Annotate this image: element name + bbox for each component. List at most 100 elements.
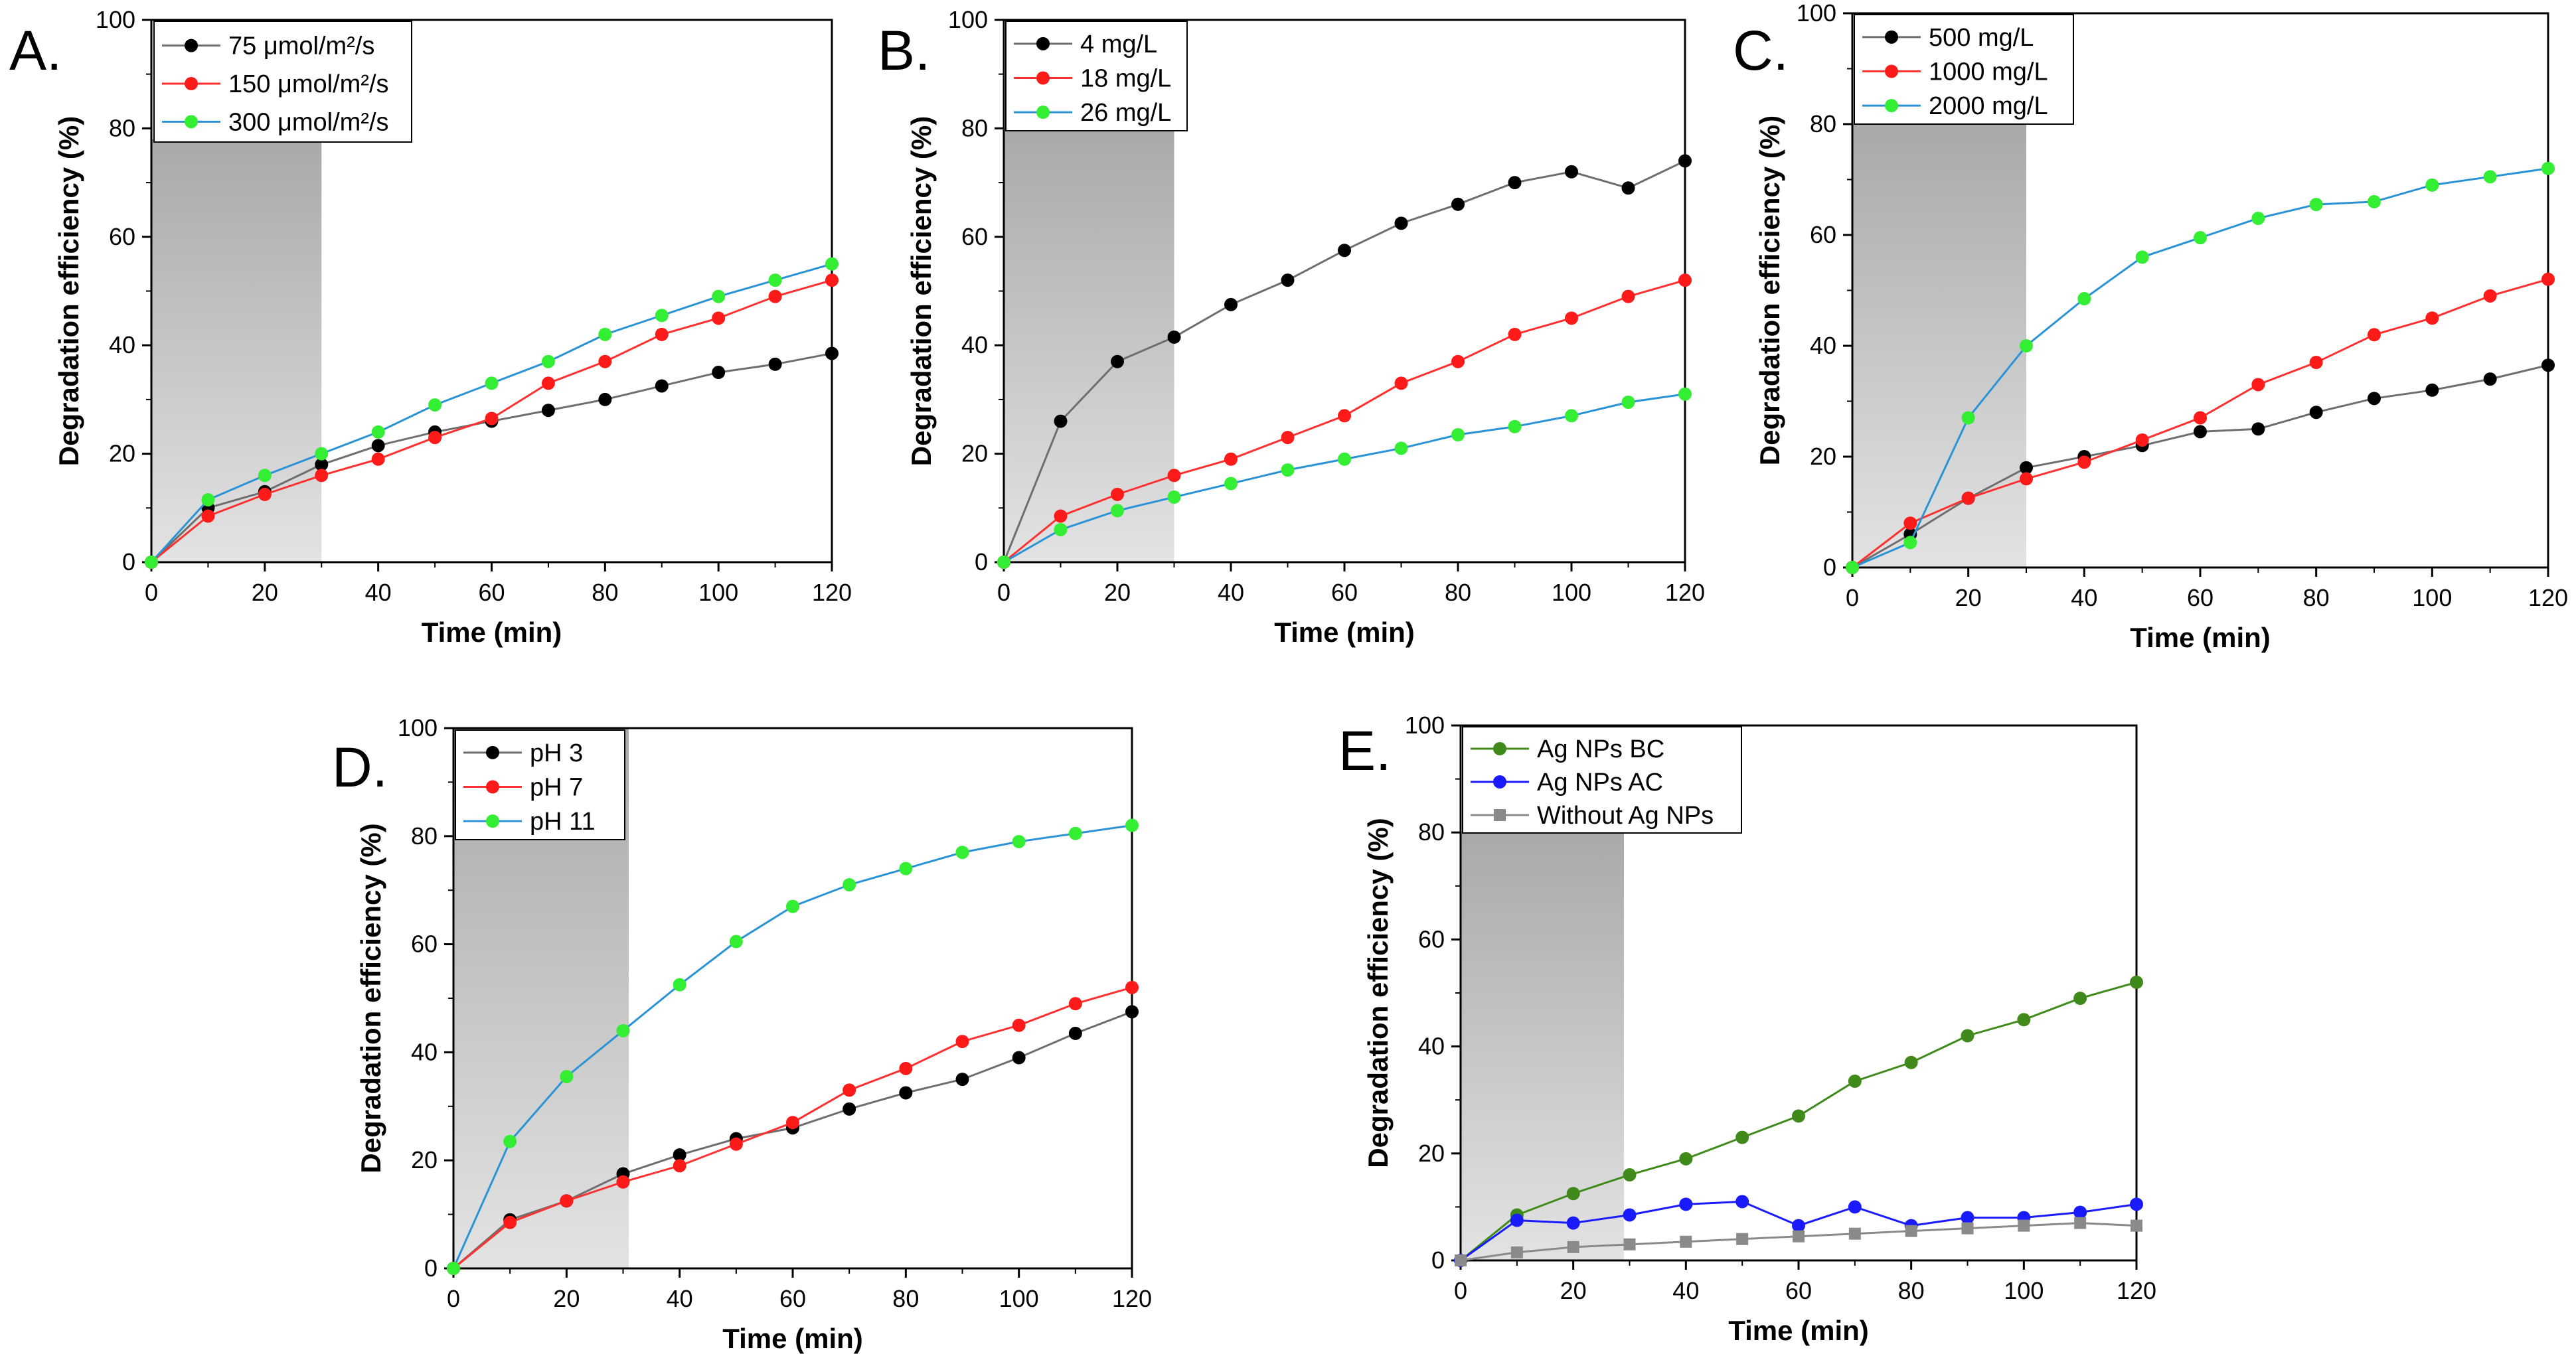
data-point bbox=[2130, 1197, 2143, 1211]
data-point bbox=[1451, 197, 1465, 211]
x-tick-label: 100 bbox=[2412, 584, 2452, 611]
data-point bbox=[2368, 328, 2381, 342]
data-point bbox=[2483, 170, 2497, 184]
data-point bbox=[2020, 339, 2033, 352]
x-tick-label: 120 bbox=[812, 579, 852, 606]
y-axis-title: Degradation efficiency (%) bbox=[355, 823, 386, 1173]
y-tick-label: 60 bbox=[411, 931, 438, 958]
data-point bbox=[1054, 509, 1068, 523]
y-tick-label: 40 bbox=[961, 331, 988, 358]
x-tick-label: 40 bbox=[2071, 584, 2097, 611]
data-point bbox=[843, 1102, 856, 1116]
data-point bbox=[1167, 490, 1181, 504]
y-tick-label: 100 bbox=[96, 6, 135, 33]
y-tick-label: 80 bbox=[961, 114, 988, 141]
data-point bbox=[1961, 491, 1975, 505]
data-point bbox=[1394, 216, 1408, 230]
series-1 bbox=[997, 154, 1692, 569]
legend-label: 300 μmol/m²/s bbox=[228, 108, 389, 136]
legend: 4 mg/L 18 mg/L 26 mg/L bbox=[1005, 21, 1188, 131]
data-point bbox=[1012, 834, 1026, 848]
data-point bbox=[843, 878, 856, 892]
y-tick-label: 0 bbox=[122, 548, 135, 575]
legend-marker bbox=[1493, 775, 1506, 789]
data-point bbox=[2194, 425, 2207, 439]
data-point bbox=[1281, 431, 1295, 445]
data-point bbox=[598, 327, 612, 341]
data-point bbox=[1111, 354, 1124, 368]
data-point bbox=[1224, 452, 1238, 466]
data-point bbox=[541, 404, 555, 417]
legend: Ag NPs BC Ag NPs AC Without Ag NPs bbox=[1462, 726, 1742, 834]
y-tick-label: 100 bbox=[1797, 0, 1836, 27]
data-point bbox=[2194, 411, 2207, 425]
data-point bbox=[560, 1070, 574, 1084]
data-point bbox=[2017, 1013, 2031, 1027]
data-point bbox=[541, 354, 555, 368]
y-tick-label: 100 bbox=[948, 6, 988, 33]
x-tick-label: 0 bbox=[1846, 584, 1859, 611]
legend-label: Ag NPs AC bbox=[1537, 769, 1663, 796]
panel-d: 0 20 40 60 80 100 120 0 20 40 60 80 100 Time (min) Deg… bbox=[332, 714, 1152, 1354]
data-point bbox=[1961, 1222, 1974, 1235]
x-tick-label: 0 bbox=[145, 579, 158, 606]
data-point bbox=[673, 1159, 686, 1173]
data-point bbox=[2541, 161, 2555, 175]
x-tick-label: 0 bbox=[1454, 1277, 1467, 1304]
x-tick-label: 120 bbox=[1665, 579, 1705, 606]
data-point bbox=[371, 439, 385, 453]
data-point bbox=[598, 354, 612, 368]
x-tick-label: 20 bbox=[252, 579, 278, 606]
legend-label: 26 mg/L bbox=[1080, 99, 1171, 127]
y-tick-label: 0 bbox=[424, 1254, 438, 1282]
y-axis-title: Degradation efficiency (%) bbox=[1754, 115, 1785, 465]
data-point bbox=[1125, 980, 1139, 994]
data-point bbox=[1338, 244, 1351, 258]
data-point bbox=[786, 899, 799, 913]
data-point bbox=[1508, 419, 1522, 433]
y-tick-label: 20 bbox=[961, 440, 988, 467]
data-point bbox=[1451, 354, 1465, 368]
data-point bbox=[258, 469, 272, 483]
legend-marker bbox=[1493, 742, 1506, 755]
data-point bbox=[1338, 409, 1351, 423]
y-tick-label: 40 bbox=[411, 1038, 438, 1065]
data-point bbox=[371, 425, 385, 439]
x-tick-label: 40 bbox=[1218, 579, 1244, 606]
data-point bbox=[560, 1194, 574, 1208]
data-point bbox=[673, 978, 686, 992]
data-point bbox=[1905, 1225, 1917, 1237]
data-point bbox=[768, 289, 782, 303]
data-point bbox=[485, 412, 499, 425]
data-point bbox=[1848, 1227, 1861, 1240]
y-tick-label: 20 bbox=[411, 1146, 438, 1173]
series-2 bbox=[997, 273, 1692, 569]
data-point bbox=[655, 379, 669, 393]
y-tick-label: 0 bbox=[1431, 1247, 1445, 1274]
data-point bbox=[1451, 428, 1465, 442]
x-tick-label: 60 bbox=[1331, 579, 1358, 606]
data-point bbox=[1281, 463, 1295, 477]
data-point bbox=[1678, 154, 1692, 168]
y-tick-label: 80 bbox=[109, 114, 135, 141]
data-point bbox=[201, 509, 215, 523]
data-point bbox=[2309, 198, 2323, 212]
y-tick-label: 100 bbox=[1405, 712, 1445, 739]
data-point bbox=[1793, 1230, 1805, 1243]
data-point bbox=[2309, 356, 2323, 370]
data-point bbox=[2483, 372, 2497, 386]
panel-label: A. bbox=[9, 19, 62, 82]
y-tick-label: 60 bbox=[109, 223, 135, 250]
x-tick-label: 80 bbox=[892, 1285, 919, 1312]
data-point bbox=[1012, 1018, 1026, 1032]
x-axis-title: Time (min) bbox=[1728, 1315, 1869, 1346]
data-point bbox=[503, 1134, 517, 1148]
y-tick-label: 0 bbox=[1823, 554, 1836, 581]
data-point bbox=[2135, 433, 2149, 447]
legend-marker bbox=[1885, 64, 1898, 78]
data-point bbox=[1903, 516, 1917, 530]
data-point bbox=[655, 327, 669, 341]
legend-label: 75 μmol/m²/s bbox=[228, 33, 374, 60]
y-tick-label: 100 bbox=[398, 714, 438, 741]
series-3 bbox=[1846, 161, 2555, 574]
